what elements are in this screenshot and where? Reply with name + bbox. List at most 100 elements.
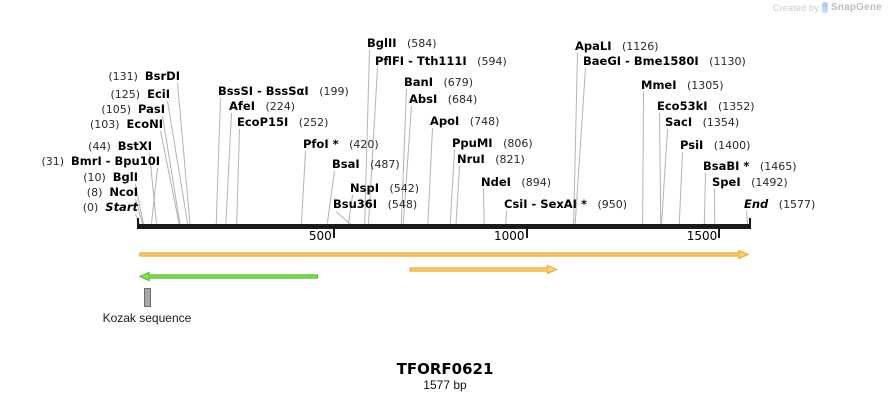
restriction-site-label-bsu36i[interactable]: Bsu36I (548) [333, 198, 417, 211]
site-leader-line [455, 165, 460, 224]
site-position: (105) [101, 103, 138, 116]
site-leader-line [659, 113, 662, 225]
site-position: (131) [108, 70, 145, 83]
restriction-site-label-apoi[interactable]: ApoI (748) [430, 115, 499, 128]
kozak-sequence-label: Kozak sequence [102, 311, 192, 325]
site-enzyme-name: BsaI [332, 157, 360, 171]
site-position: (125) [110, 88, 148, 101]
site-enzyme-name: PsiI [680, 138, 704, 152]
site-enzyme-name: AfeI [229, 99, 255, 113]
restriction-site-label-end[interactable]: End (1577) [744, 198, 815, 211]
site-position: (8) [86, 186, 110, 199]
site-position: (1577) [768, 198, 816, 211]
restriction-site-label-absi[interactable]: AbsI (684) [409, 93, 477, 106]
site-position: (199) [308, 85, 349, 98]
site-enzyme-name: BglII [367, 36, 397, 50]
site-position: (594) [466, 55, 507, 68]
restriction-site-label-bsssi[interactable]: BssSI - BssSαI (199) [218, 85, 349, 98]
site-position: (103) [89, 118, 127, 131]
kozak-sequence-marker[interactable] [143, 288, 151, 307]
restriction-site-label-bsabi[interactable]: BsaBI * (1465) [703, 160, 797, 173]
site-position: (0) [82, 201, 106, 214]
site-enzyme-name: EciI [147, 87, 170, 101]
site-enzyme-name: CsiI - SexAI * [504, 197, 587, 211]
restriction-site-label-csii_sexai[interactable]: CsiI - SexAI * (950) [504, 198, 627, 211]
restriction-site-label-mmei[interactable]: MmeI (1305) [641, 79, 724, 92]
site-enzyme-name: BsaBI * [703, 159, 750, 173]
site-position: (748) [459, 115, 500, 128]
restriction-site-label-ecop15i[interactable]: EcoP15I (252) [237, 116, 328, 129]
site-enzyme-name: SacI [665, 115, 693, 129]
restriction-site-label-bgli[interactable]: (10) BglI [83, 171, 138, 184]
restriction-site-label-psii[interactable]: PsiI (1400) [680, 139, 750, 152]
ruler-label: 500 [308, 229, 332, 243]
site-enzyme-name: EcoP15I [237, 115, 289, 129]
restriction-site-label-apali[interactable]: ApaLI (1126) [575, 40, 659, 53]
site-position: (548) [377, 198, 418, 211]
restriction-site-label-afei[interactable]: AfeI (224) [229, 100, 295, 113]
site-enzyme-name: NcoI [109, 185, 138, 199]
site-position: (224) [254, 100, 296, 113]
site-leader-line [483, 189, 485, 225]
site-enzyme-name: Start [105, 200, 138, 214]
restriction-site-label-bsai[interactable]: BsaI (487) [332, 158, 400, 171]
site-position: (684) [437, 93, 478, 106]
site-position: (584) [396, 37, 437, 50]
restriction-site-label-nspi[interactable]: NspI (542) [350, 182, 419, 195]
restriction-site-label-bmri_bpu10i[interactable]: (31) BmrI - Bpu10I [41, 155, 160, 168]
site-position: (1465) [749, 160, 797, 173]
site-leader-line [642, 91, 644, 224]
site-enzyme-name: Eco53kI [657, 99, 708, 113]
ruler-label: 1000 [493, 229, 525, 243]
site-enzyme-name: ApoI [430, 114, 460, 128]
site-position: (950) [586, 198, 628, 211]
restriction-site-label-ppumi[interactable]: PpuMI (806) [452, 137, 533, 150]
feature-arrow-3[interactable] [138, 271, 318, 282]
site-leader-line [714, 189, 716, 225]
restriction-site-label-saci[interactable]: SacI (1354) [665, 116, 739, 129]
site-enzyme-name: PpuMI [452, 136, 493, 150]
site-position: (1126) [611, 40, 659, 53]
restriction-site-label-bani[interactable]: BanI (679) [404, 76, 473, 89]
site-position: (1305) [676, 79, 724, 92]
restriction-site-label-ncoi[interactable]: (8) NcoI [87, 186, 138, 199]
site-enzyme-name: BsrDI [144, 69, 180, 83]
restriction-site-label-ecii[interactable]: (125) EciI [111, 88, 170, 101]
restriction-site-label-start[interactable]: (0) Start [83, 201, 138, 214]
restriction-site-label-ndei[interactable]: NdeI (894) [481, 176, 551, 189]
site-enzyme-name: NruI [457, 152, 485, 166]
restriction-site-label-pflfi[interactable]: PflFI - Tth111I (594) [375, 55, 507, 68]
site-enzyme-name: PfoI * [303, 137, 339, 151]
site-position: (31) [41, 155, 72, 168]
feature-arrow-2[interactable] [409, 264, 558, 275]
ruler-tick [332, 229, 335, 238]
restriction-site-label-econi[interactable]: (103) EcoNI [90, 118, 163, 131]
snapgene-logo-icon [821, 2, 828, 13]
restriction-site-label-spei[interactable]: SpeI (1492) [712, 176, 788, 189]
site-enzyme-name: End [744, 197, 769, 211]
restriction-site-label-bsrdi[interactable]: (131) BsrDI [108, 70, 180, 83]
backbone-end-cap [749, 218, 751, 229]
site-enzyme-name: SpeI [712, 175, 741, 189]
site-enzyme-name: BaeGI - Bme1580I [583, 54, 699, 68]
site-enzyme-name: NdeI [481, 175, 511, 189]
site-position: (1354) [692, 116, 740, 129]
site-position: (10) [83, 171, 113, 184]
restriction-site-label-pasi[interactable]: (105) PasI [101, 103, 165, 116]
ruler-label: 1500 [686, 229, 718, 243]
site-leader-line [300, 150, 306, 224]
site-leader-line [449, 149, 455, 224]
site-position: (252) [288, 116, 329, 129]
ruler-tick [525, 229, 528, 238]
sequence-length-label: 1577 bp [423, 378, 467, 392]
restriction-site-label-nrui[interactable]: NruI (821) [457, 153, 525, 166]
restriction-site-label-eco53ki[interactable]: Eco53kI (1352) [657, 100, 755, 113]
site-position: (679) [433, 76, 474, 89]
restriction-site-label-baegi[interactable]: BaeGI - Bme1580I (1130) [583, 55, 746, 68]
page-title: TFORF0621 [396, 360, 494, 378]
feature-arrow-1[interactable] [139, 249, 750, 260]
restriction-site-label-pfoi[interactable]: PfoI * (420) [303, 138, 379, 151]
restriction-site-label-bstxi[interactable]: (44) BstXI [88, 140, 152, 153]
restriction-site-label-bglii[interactable]: BglII (584) [367, 37, 437, 50]
site-enzyme-name: Bsu36I [333, 197, 378, 211]
